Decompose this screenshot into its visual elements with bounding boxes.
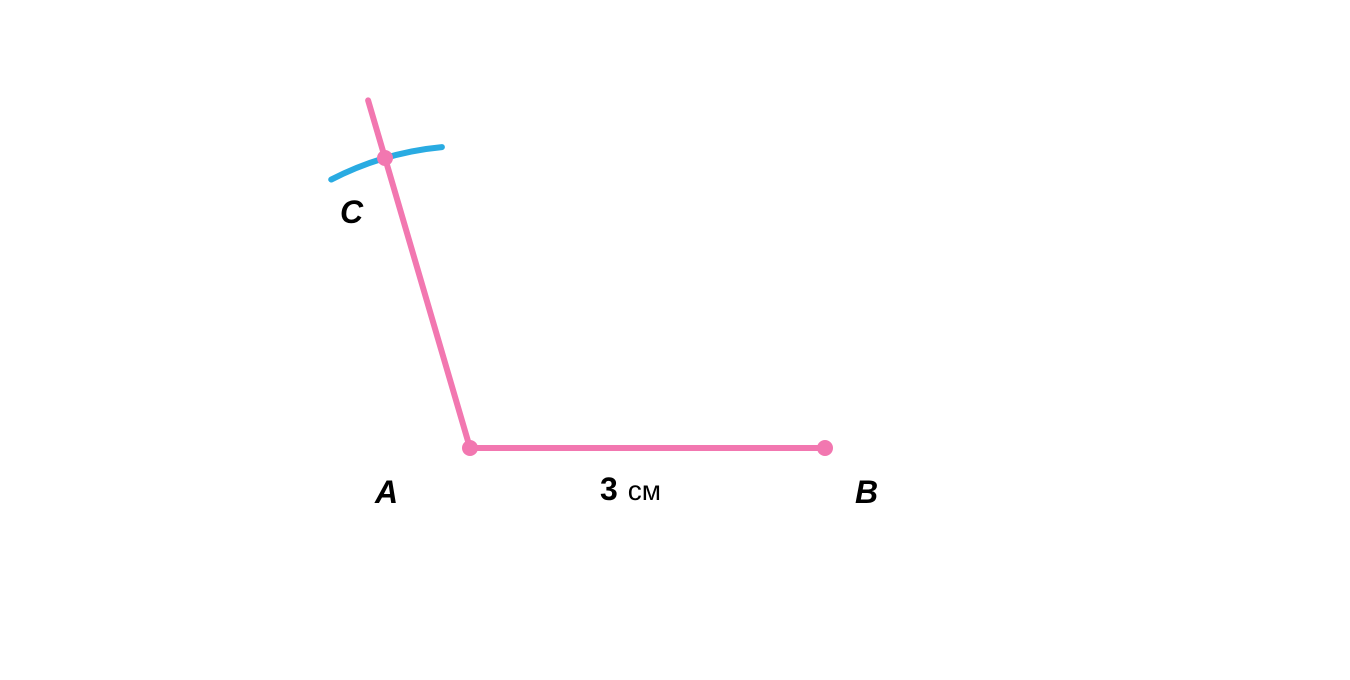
segment-length-value: 3 [600, 471, 618, 507]
point-label-b: B [855, 474, 878, 510]
point-label-c: C [340, 194, 364, 230]
point-c [377, 150, 393, 166]
point-label-a: A [374, 474, 398, 510]
point-a [462, 440, 478, 456]
point-b [817, 440, 833, 456]
segment-length-unit: см [628, 475, 661, 506]
segment-length-label: 3 см [600, 471, 661, 507]
